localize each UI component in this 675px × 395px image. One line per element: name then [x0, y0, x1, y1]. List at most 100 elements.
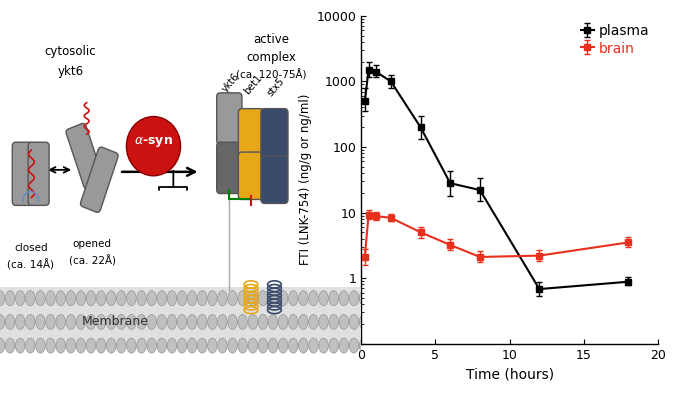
- Ellipse shape: [298, 338, 308, 353]
- FancyBboxPatch shape: [217, 142, 242, 194]
- Ellipse shape: [218, 314, 227, 329]
- FancyBboxPatch shape: [261, 156, 288, 203]
- X-axis label: Time (hours): Time (hours): [466, 367, 554, 381]
- Ellipse shape: [259, 291, 267, 306]
- Ellipse shape: [218, 338, 227, 353]
- Text: $\alpha$-syn: $\alpha$-syn: [134, 135, 173, 149]
- Ellipse shape: [117, 291, 126, 306]
- Ellipse shape: [288, 314, 298, 329]
- Ellipse shape: [137, 338, 146, 353]
- Ellipse shape: [319, 314, 328, 329]
- Ellipse shape: [339, 338, 348, 353]
- Ellipse shape: [97, 291, 106, 306]
- Ellipse shape: [259, 338, 267, 353]
- FancyBboxPatch shape: [238, 109, 264, 156]
- FancyBboxPatch shape: [238, 152, 264, 199]
- Ellipse shape: [127, 338, 136, 353]
- Ellipse shape: [238, 314, 247, 329]
- Ellipse shape: [36, 291, 45, 306]
- Text: stx5: stx5: [266, 76, 287, 98]
- Ellipse shape: [298, 291, 308, 306]
- FancyBboxPatch shape: [80, 147, 118, 213]
- Ellipse shape: [228, 314, 237, 329]
- Ellipse shape: [5, 338, 15, 353]
- Ellipse shape: [157, 291, 167, 306]
- Text: ykt6: ykt6: [221, 71, 242, 94]
- Ellipse shape: [26, 314, 35, 329]
- Ellipse shape: [76, 291, 86, 306]
- Ellipse shape: [76, 314, 86, 329]
- Ellipse shape: [359, 338, 369, 353]
- Ellipse shape: [157, 338, 167, 353]
- Text: Membrane: Membrane: [82, 316, 149, 328]
- Ellipse shape: [66, 338, 76, 353]
- Ellipse shape: [147, 314, 157, 329]
- Ellipse shape: [46, 291, 55, 306]
- Ellipse shape: [26, 291, 35, 306]
- Ellipse shape: [107, 338, 116, 353]
- Ellipse shape: [278, 291, 288, 306]
- Ellipse shape: [127, 291, 136, 306]
- Ellipse shape: [278, 314, 288, 329]
- Ellipse shape: [269, 338, 277, 353]
- Ellipse shape: [329, 314, 338, 329]
- Ellipse shape: [308, 291, 318, 306]
- Ellipse shape: [269, 291, 277, 306]
- Ellipse shape: [349, 338, 358, 353]
- Ellipse shape: [248, 314, 257, 329]
- Ellipse shape: [298, 314, 308, 329]
- Ellipse shape: [56, 338, 65, 353]
- Ellipse shape: [147, 338, 157, 353]
- Ellipse shape: [208, 291, 217, 306]
- Ellipse shape: [349, 291, 358, 306]
- Ellipse shape: [339, 291, 348, 306]
- Ellipse shape: [359, 291, 369, 306]
- Ellipse shape: [228, 338, 237, 353]
- Ellipse shape: [178, 338, 187, 353]
- Ellipse shape: [56, 314, 65, 329]
- Ellipse shape: [137, 291, 146, 306]
- Ellipse shape: [269, 314, 277, 329]
- Ellipse shape: [308, 314, 318, 329]
- Ellipse shape: [0, 338, 5, 353]
- Ellipse shape: [0, 291, 5, 306]
- Ellipse shape: [97, 338, 106, 353]
- Ellipse shape: [36, 338, 45, 353]
- Ellipse shape: [238, 291, 247, 306]
- Ellipse shape: [198, 314, 207, 329]
- Text: cytosolic: cytosolic: [45, 45, 97, 58]
- FancyBboxPatch shape: [12, 142, 33, 205]
- Text: closed: closed: [14, 243, 47, 253]
- Ellipse shape: [188, 291, 197, 306]
- Ellipse shape: [66, 314, 76, 329]
- Ellipse shape: [319, 338, 328, 353]
- Ellipse shape: [349, 314, 358, 329]
- Ellipse shape: [0, 314, 5, 329]
- Ellipse shape: [198, 291, 207, 306]
- Text: complex: complex: [246, 51, 296, 64]
- Circle shape: [126, 117, 180, 176]
- Ellipse shape: [208, 314, 217, 329]
- Ellipse shape: [278, 338, 288, 353]
- Bar: [0, 287, 361, 348]
- Ellipse shape: [228, 291, 237, 306]
- Ellipse shape: [5, 291, 15, 306]
- Ellipse shape: [329, 338, 338, 353]
- FancyBboxPatch shape: [217, 93, 242, 144]
- Ellipse shape: [5, 314, 15, 329]
- Ellipse shape: [329, 291, 338, 306]
- Ellipse shape: [167, 314, 177, 329]
- Ellipse shape: [167, 338, 177, 353]
- Ellipse shape: [86, 314, 96, 329]
- Ellipse shape: [339, 314, 348, 329]
- Ellipse shape: [107, 314, 116, 329]
- Ellipse shape: [56, 291, 65, 306]
- Ellipse shape: [167, 291, 177, 306]
- Ellipse shape: [16, 338, 25, 353]
- Ellipse shape: [188, 338, 197, 353]
- Ellipse shape: [117, 338, 126, 353]
- Ellipse shape: [36, 314, 45, 329]
- Ellipse shape: [16, 314, 25, 329]
- Text: active: active: [253, 33, 289, 46]
- Y-axis label: FTI (LNK-754) (ng/g or ng/ml): FTI (LNK-754) (ng/g or ng/ml): [299, 94, 313, 265]
